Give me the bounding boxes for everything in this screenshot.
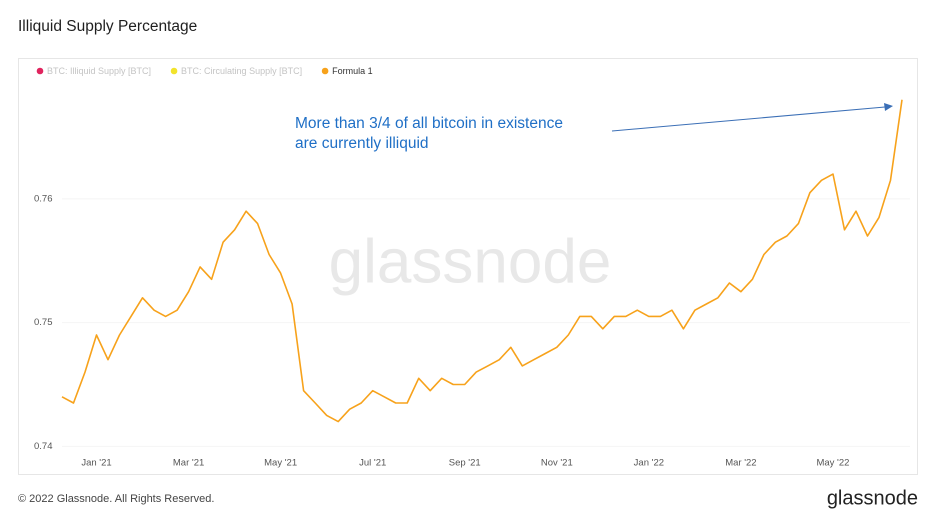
- x-tick-label: Mar '21: [173, 458, 204, 469]
- legend-label: Formula 1: [332, 66, 373, 76]
- x-tick-label: May '22: [816, 458, 849, 469]
- footer: © 2022 Glassnode. All Rights Reserved.: [18, 493, 214, 505]
- chart-title: Illiquid Supply Percentage: [18, 18, 197, 35]
- legend-marker: [321, 67, 329, 75]
- x-tick-label: Jul '21: [359, 458, 386, 469]
- x-tick-label: May '21: [264, 458, 297, 469]
- legend-label: BTC: Illiquid Supply [BTC]: [47, 66, 151, 76]
- legend-marker: [170, 67, 178, 75]
- x-tick-label: Jan '21: [81, 458, 111, 469]
- x-tick-label: Nov '21: [541, 458, 573, 469]
- y-tick-label: 0.74: [34, 441, 53, 452]
- x-tick-label: Mar '22: [725, 458, 756, 469]
- watermark: glassnode: [329, 227, 612, 296]
- annotation-arrow: [611, 106, 886, 132]
- legend-marker: [36, 67, 44, 75]
- annotation-line: are currently illiquid: [295, 135, 429, 152]
- y-tick-label: 0.76: [34, 193, 53, 204]
- logo: glassnode: [827, 487, 918, 509]
- annotation-line: More than 3/4 of all bitcoin in existenc…: [295, 115, 563, 132]
- y-tick-label: 0.75: [34, 317, 53, 328]
- x-tick-label: Sep '21: [449, 458, 481, 469]
- x-tick-label: Jan '22: [634, 458, 664, 469]
- annotation-arrowhead: [884, 103, 893, 111]
- data-line: [61, 99, 903, 423]
- chart-frame: [18, 58, 918, 475]
- legend-label: BTC: Circulating Supply [BTC]: [181, 66, 302, 76]
